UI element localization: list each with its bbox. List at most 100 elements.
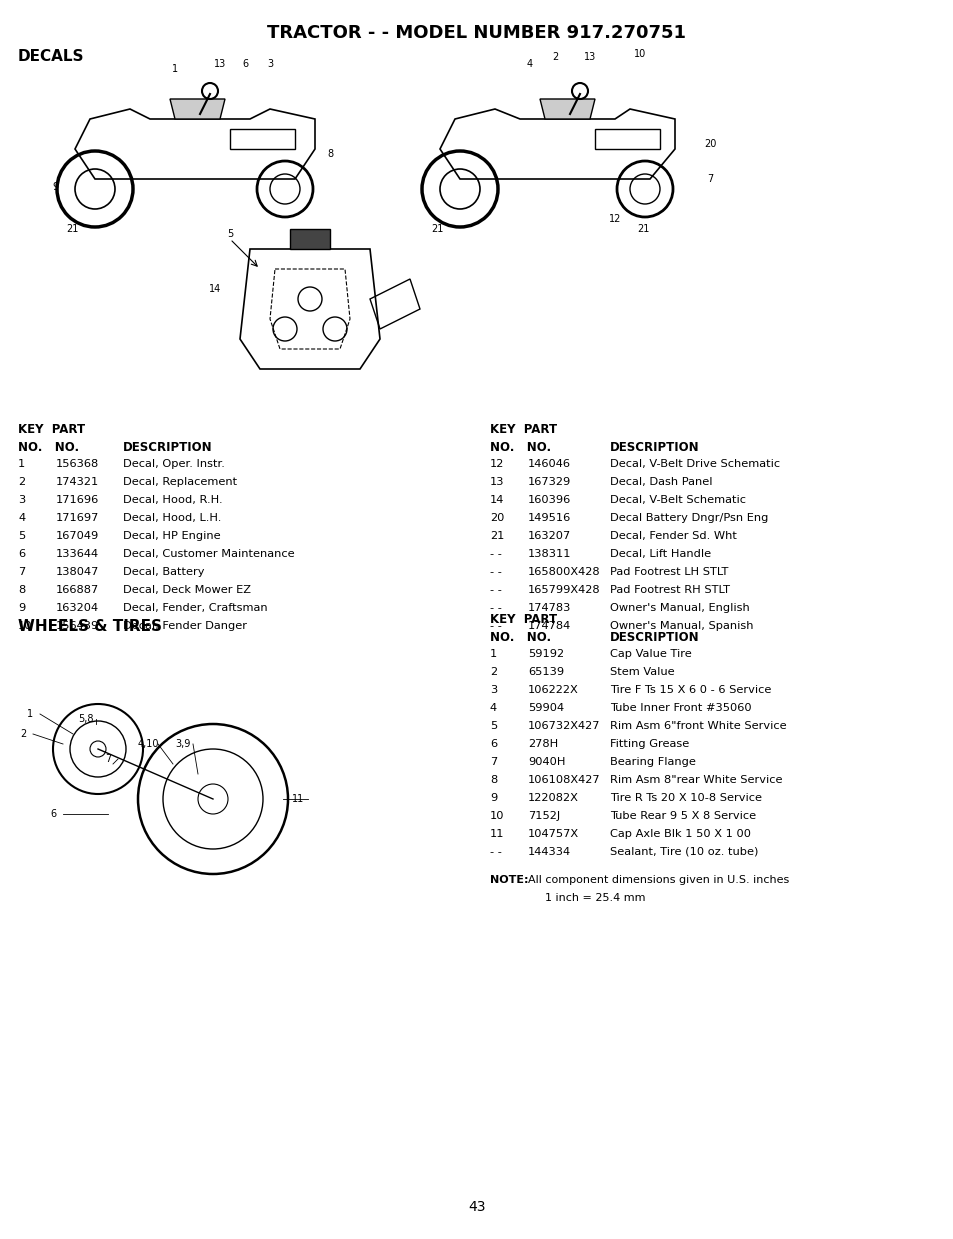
Text: Sealant, Tire (10 oz. tube): Sealant, Tire (10 oz. tube) xyxy=(609,847,758,857)
Text: 7: 7 xyxy=(105,755,111,764)
Text: - -: - - xyxy=(490,549,501,559)
Text: 165800X428: 165800X428 xyxy=(527,567,600,577)
Text: 5: 5 xyxy=(227,229,233,239)
Text: Stem Value: Stem Value xyxy=(609,667,674,676)
Text: 1: 1 xyxy=(18,458,25,470)
Text: 8: 8 xyxy=(327,149,333,159)
Text: 163207: 163207 xyxy=(527,532,571,541)
Text: Decal, Lift Handle: Decal, Lift Handle xyxy=(609,549,710,559)
Text: Decal, Hood, R.H.: Decal, Hood, R.H. xyxy=(123,496,222,506)
Text: - -: - - xyxy=(490,847,501,857)
Text: Tire F Ts 15 X 6 0 - 6 Service: Tire F Ts 15 X 6 0 - 6 Service xyxy=(609,685,771,695)
Text: KEY  PART: KEY PART xyxy=(18,422,85,436)
Bar xyxy=(290,229,330,249)
Text: 8: 8 xyxy=(490,776,497,786)
Text: NO.   NO.: NO. NO. xyxy=(490,441,551,453)
Text: 174783: 174783 xyxy=(527,603,571,613)
Text: 13: 13 xyxy=(583,52,596,62)
Text: Pad Footrest RH STLT: Pad Footrest RH STLT xyxy=(609,585,729,595)
Text: 20: 20 xyxy=(490,513,504,523)
Text: 3: 3 xyxy=(267,59,273,69)
Text: Pad Footrest LH STLT: Pad Footrest LH STLT xyxy=(609,567,727,577)
Text: 171696: 171696 xyxy=(56,496,99,506)
Text: 3,9: 3,9 xyxy=(175,738,191,750)
Text: Decal, Fender Sd. Wht: Decal, Fender Sd. Wht xyxy=(609,532,736,541)
Text: Decal Battery Dngr/Psn Eng: Decal Battery Dngr/Psn Eng xyxy=(609,513,767,523)
Text: 4,10: 4,10 xyxy=(137,738,158,750)
Text: Owner's Manual, Spanish: Owner's Manual, Spanish xyxy=(609,621,753,631)
Text: 13: 13 xyxy=(213,59,226,69)
Text: WHEELS & TIRES: WHEELS & TIRES xyxy=(18,620,162,634)
Text: 167049: 167049 xyxy=(56,532,99,541)
Text: 4: 4 xyxy=(526,59,533,69)
Text: 163204: 163204 xyxy=(56,603,99,613)
Text: 14: 14 xyxy=(209,284,221,294)
Text: Tube Inner Front #35060: Tube Inner Front #35060 xyxy=(609,703,751,712)
Text: 106222X: 106222X xyxy=(527,685,578,695)
Text: NO.   NO.: NO. NO. xyxy=(490,631,551,644)
Text: 11: 11 xyxy=(490,829,504,839)
Text: Cap Axle Blk 1 50 X 1 00: Cap Axle Blk 1 50 X 1 00 xyxy=(609,829,750,839)
Polygon shape xyxy=(170,99,225,119)
Text: 166887: 166887 xyxy=(56,585,99,595)
Text: Decal, Oper. Instr.: Decal, Oper. Instr. xyxy=(123,458,225,470)
Text: 6: 6 xyxy=(18,549,25,559)
Text: - -: - - xyxy=(490,603,501,613)
Text: 156368: 156368 xyxy=(56,458,99,470)
Text: DESCRIPTION: DESCRIPTION xyxy=(123,441,213,453)
Text: 174784: 174784 xyxy=(527,621,571,631)
Text: 13: 13 xyxy=(490,477,504,487)
Text: Decal, Hood, L.H.: Decal, Hood, L.H. xyxy=(123,513,221,523)
Text: 2: 2 xyxy=(490,667,497,676)
Text: 6: 6 xyxy=(490,738,497,750)
Text: 2: 2 xyxy=(18,477,25,487)
Text: NOTE:: NOTE: xyxy=(490,875,528,885)
Text: 3: 3 xyxy=(18,496,25,506)
Text: Decal, Replacement: Decal, Replacement xyxy=(123,477,237,487)
Text: 4: 4 xyxy=(18,513,25,523)
Text: Decal, V-Belt Drive Schematic: Decal, V-Belt Drive Schematic xyxy=(609,458,780,470)
Text: 9: 9 xyxy=(490,793,497,803)
Text: 7: 7 xyxy=(706,173,713,185)
Text: 11: 11 xyxy=(292,794,304,804)
Text: 2: 2 xyxy=(20,729,26,738)
Text: 6: 6 xyxy=(242,59,248,69)
Text: 9: 9 xyxy=(18,603,25,613)
Text: - -: - - xyxy=(490,585,501,595)
Text: 149516: 149516 xyxy=(527,513,571,523)
Text: 1: 1 xyxy=(490,649,497,659)
Text: Owner's Manual, English: Owner's Manual, English xyxy=(609,603,749,613)
Text: 165799X428: 165799X428 xyxy=(527,585,600,595)
Text: 171697: 171697 xyxy=(56,513,99,523)
Text: Rim Asm 6"front White Service: Rim Asm 6"front White Service xyxy=(609,721,786,731)
Text: 7: 7 xyxy=(490,757,497,767)
Text: 10: 10 xyxy=(18,621,32,631)
Text: 21: 21 xyxy=(637,224,648,234)
Text: 65139: 65139 xyxy=(527,667,563,676)
Text: 21: 21 xyxy=(66,224,78,234)
Text: 106732X427: 106732X427 xyxy=(527,721,599,731)
Text: 21: 21 xyxy=(431,224,443,234)
Text: 10: 10 xyxy=(490,812,504,821)
Text: 160396: 160396 xyxy=(527,496,571,506)
Text: 12: 12 xyxy=(490,458,504,470)
Text: Fitting Grease: Fitting Grease xyxy=(609,738,688,750)
Text: 9040H: 9040H xyxy=(527,757,565,767)
Text: TRACTOR - - MODEL NUMBER 917.270751: TRACTOR - - MODEL NUMBER 917.270751 xyxy=(267,24,686,42)
Text: 174321: 174321 xyxy=(56,477,99,487)
Text: 59192: 59192 xyxy=(527,649,563,659)
Text: 104757X: 104757X xyxy=(527,829,578,839)
Text: 138047: 138047 xyxy=(56,567,99,577)
Text: 5: 5 xyxy=(490,721,497,731)
Text: 7152J: 7152J xyxy=(527,812,559,821)
Text: 1: 1 xyxy=(27,709,33,719)
Text: KEY  PART: KEY PART xyxy=(490,422,557,436)
Text: Bearing Flange: Bearing Flange xyxy=(609,757,695,767)
Text: Decal, Fender, Craftsman: Decal, Fender, Craftsman xyxy=(123,603,268,613)
Text: Cap Value Tire: Cap Value Tire xyxy=(609,649,691,659)
Text: Decal, HP Engine: Decal, HP Engine xyxy=(123,532,220,541)
Text: 4: 4 xyxy=(490,703,497,712)
Text: Tire R Ts 20 X 10-8 Service: Tire R Ts 20 X 10-8 Service xyxy=(609,793,761,803)
Text: Tube Rear 9 5 X 8 Service: Tube Rear 9 5 X 8 Service xyxy=(609,812,756,821)
Text: Decal, V-Belt Schematic: Decal, V-Belt Schematic xyxy=(609,496,745,506)
